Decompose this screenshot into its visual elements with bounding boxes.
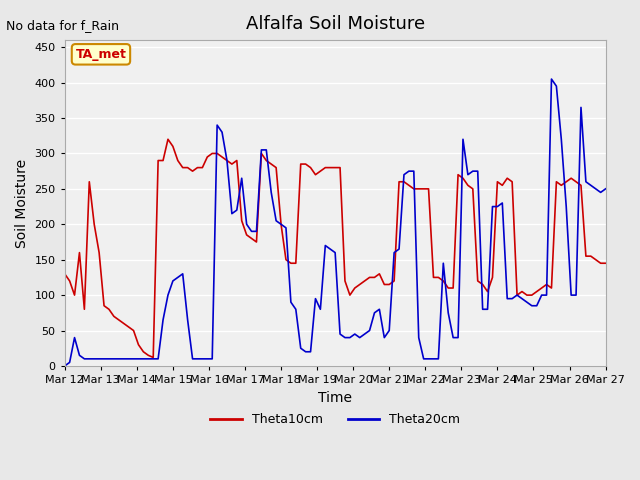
Theta20cm xyxy=(184,317,191,323)
Theta10cm xyxy=(602,260,609,266)
Line: Theta10cm: Theta10cm xyxy=(65,139,605,358)
Theta10cm xyxy=(385,282,393,288)
Theta10cm xyxy=(592,257,600,263)
Theta10cm xyxy=(194,165,202,170)
Theta20cm xyxy=(587,182,595,188)
Line: Theta20cm: Theta20cm xyxy=(65,79,605,366)
Theta10cm xyxy=(272,165,280,170)
Theta20cm xyxy=(376,306,383,312)
Theta20cm xyxy=(262,147,270,153)
Theta20cm xyxy=(602,186,609,192)
Text: No data for f_Rain: No data for f_Rain xyxy=(6,19,120,32)
Theta10cm xyxy=(61,271,68,277)
Theta10cm xyxy=(209,151,216,156)
Theta20cm xyxy=(198,356,206,362)
Text: TA_met: TA_met xyxy=(76,48,127,61)
Theta10cm xyxy=(149,355,157,360)
Theta10cm xyxy=(164,136,172,142)
Title: Alfalfa Soil Moisture: Alfalfa Soil Moisture xyxy=(246,15,425,33)
Theta20cm xyxy=(312,296,319,301)
Legend: Theta10cm, Theta20cm: Theta10cm, Theta20cm xyxy=(205,408,465,432)
Theta10cm xyxy=(321,165,329,170)
Theta20cm xyxy=(61,363,68,369)
Theta20cm xyxy=(548,76,556,82)
X-axis label: Time: Time xyxy=(318,391,352,405)
Y-axis label: Soil Moisture: Soil Moisture xyxy=(15,158,29,248)
